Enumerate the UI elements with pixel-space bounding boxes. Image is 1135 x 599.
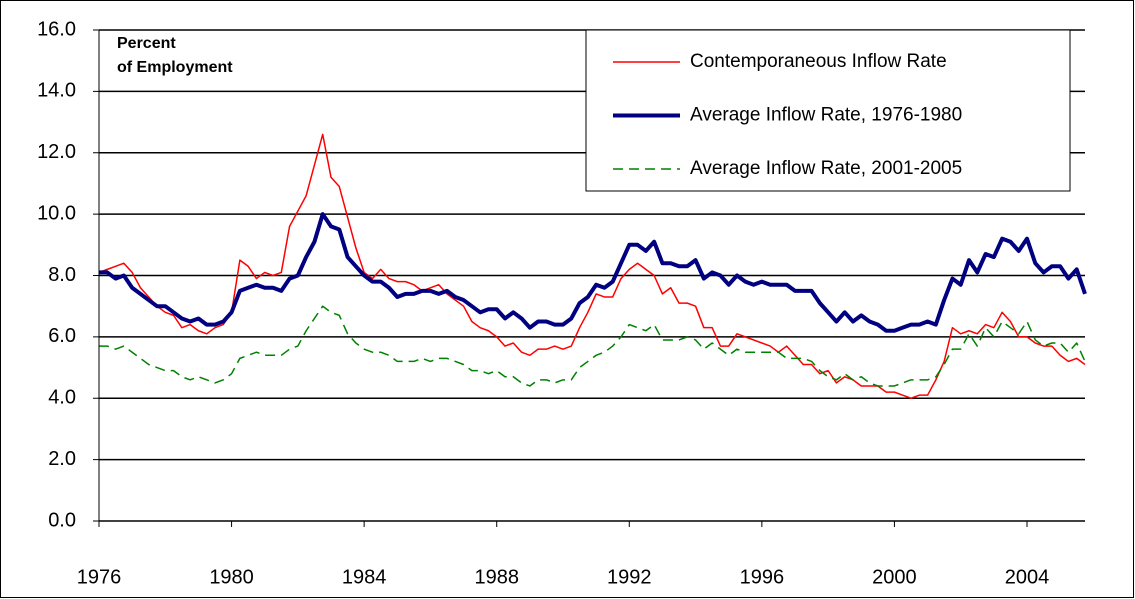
x-tick-label: 1976 [77, 566, 122, 588]
x-tick-label: 1984 [342, 566, 387, 588]
y-tick-label: 4.0 [48, 387, 76, 409]
y-tick-label: 10.0 [37, 202, 76, 224]
x-tick-label: 1988 [474, 566, 519, 588]
y-axis-label: of Employment [117, 59, 233, 76]
x-tick-label: 2000 [872, 566, 917, 588]
y-tick-label: 14.0 [37, 80, 76, 102]
legend-label: Contemporaneous Inflow Rate [690, 51, 947, 72]
series-line [98, 133, 1086, 399]
y-tick-label: 6.0 [48, 325, 76, 347]
legend: Contemporaneous Inflow Rate Average Inflo… [585, 29, 1071, 192]
legend-box [585, 29, 1071, 192]
y-axis-label: Percent [117, 35, 176, 52]
x-tick-label: 1992 [607, 566, 652, 588]
x-tick-label: 1980 [209, 566, 254, 588]
legend-label: Average Inflow Rate, 1976-1980 [690, 105, 962, 126]
y-tick-label: 12.0 [37, 141, 76, 163]
x-tick-label: 2004 [1005, 566, 1050, 588]
series-line [99, 305, 1086, 387]
y-tick-label: 8.0 [48, 264, 76, 286]
y-tick-label: 0.0 [48, 509, 76, 531]
y-tick-label: 2.0 [48, 448, 76, 470]
lines [98, 133, 1087, 399]
y-tick-label: 16.0 [37, 18, 76, 40]
x-tick-label: 1996 [740, 566, 785, 588]
series-line [99, 212, 1087, 333]
legend-label: Average Inflow Rate, 2001-2005 [690, 158, 962, 179]
axes: 0.0 2.0 4.0 6.0 8.0 10.0 12.0 14.0 16.0 1976 1980 1… [37, 18, 1085, 588]
